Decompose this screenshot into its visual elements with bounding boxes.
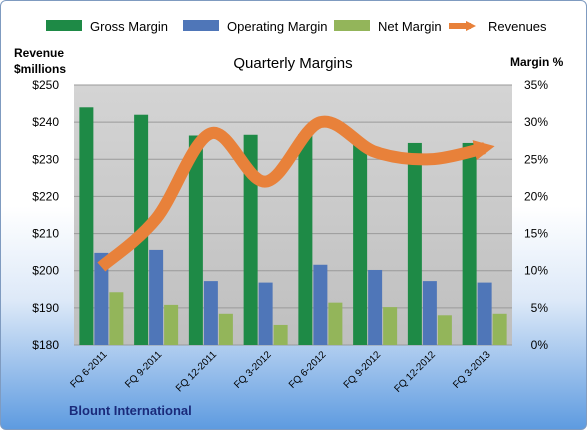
category-label: FQ 3-2013 (451, 349, 493, 391)
category-label: FQ 6-2012 (287, 349, 329, 391)
bar-operating-margin (94, 252, 109, 345)
left-tick-label: $200 (32, 264, 59, 278)
left-axis: $180 $190 $200 $210 $220 $230 $240 $250 (32, 78, 59, 352)
legend-label-revenues: Revenues (488, 19, 547, 34)
right-tick-label: 35% (524, 78, 548, 92)
right-tick-label: 30% (524, 115, 548, 129)
bar-gross-margin (188, 135, 203, 345)
revenue-line (97, 115, 495, 272)
bar-net-margin (218, 313, 233, 345)
legend-label-operating-margin: Operating Margin (227, 19, 327, 34)
bar-net-margin (383, 307, 398, 345)
category-label: FQ 12-2011 (174, 349, 219, 394)
bar-gross-margin (243, 134, 258, 345)
legend-swatch-gross-margin (46, 20, 82, 31)
bar-gross-margin (353, 141, 368, 345)
category-label: FQ 12-2012 (392, 349, 438, 395)
bar-net-margin (109, 292, 124, 345)
bar-operating-margin (368, 269, 383, 345)
bar-net-margin (164, 304, 179, 345)
bar-operating-margin (203, 281, 218, 345)
left-tick-label: $250 (32, 78, 59, 92)
left-tick-label: $230 (32, 152, 59, 166)
category-label: FQ 3-2012 (232, 349, 274, 391)
left-tick-label: $180 (32, 338, 59, 352)
left-tick-label: $190 (32, 301, 59, 315)
bar-gross-margin (407, 142, 422, 345)
bar-net-margin (437, 315, 452, 345)
company-label: Blount International (69, 403, 192, 418)
legend-label-gross-margin: Gross Margin (90, 19, 168, 34)
right-tick-label: 15% (524, 227, 548, 241)
right-tick-label: 25% (524, 152, 548, 166)
bar-operating-margin (258, 282, 273, 345)
bar-operating-margin (477, 282, 492, 345)
category-label: FQ 6-2011 (68, 349, 109, 390)
left-tick-label: $240 (32, 115, 59, 129)
right-tick-label: 20% (524, 189, 548, 203)
left-tick-label: $220 (32, 189, 59, 203)
bar-operating-margin (313, 264, 328, 345)
right-axis-title: Margin % (510, 55, 564, 69)
right-tick-label: 0% (531, 338, 549, 352)
left-tick-label: $210 (32, 227, 59, 241)
right-tick-label: 5% (531, 301, 549, 315)
legend-swatch-net-margin (334, 20, 370, 31)
bar-operating-margin (422, 281, 437, 345)
revenues-line (97, 115, 495, 272)
category-label: FQ 9-2012 (342, 349, 384, 391)
chart-title: Quarterly Margins (233, 55, 352, 72)
legend: Gross Margin Operating Margin Net Margin… (46, 19, 547, 34)
bar-net-margin (328, 302, 343, 345)
legend-label-net-margin: Net Margin (378, 19, 442, 34)
bar-net-margin (273, 324, 288, 345)
bar-gross-margin (79, 107, 94, 346)
category-label: FQ 9-2011 (123, 349, 164, 390)
bar-gross-margin (298, 134, 313, 345)
right-axis: 0% 5% 10% 15% 20% 25% 30% 35% (524, 78, 548, 352)
right-tick-label: 10% (524, 264, 548, 278)
x-axis: FQ 6-2011 FQ 9-2011 FQ 12-2011 FQ 3-2012 FQ … (68, 349, 493, 395)
bar-operating-margin (149, 249, 164, 345)
bars (79, 107, 507, 346)
bar-gross-margin (462, 142, 477, 345)
left-axis-title-line1: Revenue (14, 46, 64, 60)
bar-net-margin (492, 313, 507, 345)
left-axis-title-line2: $millions (14, 62, 66, 76)
legend-swatch-operating-margin (183, 20, 219, 31)
